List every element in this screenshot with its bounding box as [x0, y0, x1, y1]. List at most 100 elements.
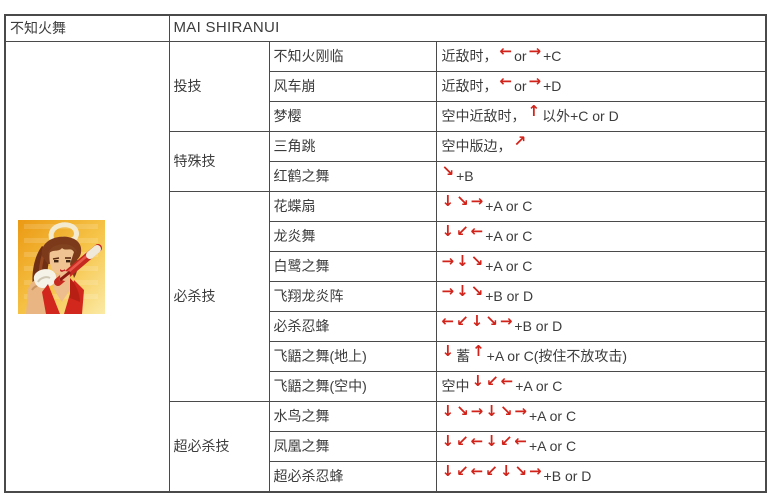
hair-bangs	[48, 243, 77, 255]
arrow-forward-icon: →	[470, 402, 484, 421]
move-row: 凤凰之舞 ↓ ↙ ← ↓ ↙ ← +A or C	[5, 431, 767, 462]
arrow-down-icon: ↓	[456, 282, 469, 301]
arrow-down-icon: ↓	[441, 192, 455, 211]
hand	[59, 270, 71, 281]
arrow-down-back-icon: ↙	[456, 312, 469, 331]
command-text: 空中近敌时，	[441, 108, 526, 125]
move-row: 超必杀技 水鸟之舞 ↓ ↘ → ↓ ↘ → +A or C	[5, 401, 767, 493]
command-text: +D	[543, 78, 562, 95]
arrow-down-icon: ↓	[456, 252, 469, 271]
arrow-forward-icon: →	[528, 72, 542, 91]
move-command-cell: ↓ ↙ ← +A or C	[435, 221, 767, 252]
arrow-down-icon: ↓	[470, 312, 484, 331]
move-command-cell: → ↓ ↘ +A or C	[435, 251, 767, 282]
arrow-down-forward-icon: ↘	[470, 282, 484, 301]
outfit-left	[42, 283, 60, 314]
command-text: +A or C	[485, 258, 533, 275]
move-command-cell: 近敌时， ← or → +C	[435, 41, 767, 72]
command-text: 近敌时，	[441, 78, 498, 95]
move-row: 超必杀忍蜂 ↓ ↙ ← ↙ ↓ ↘ → +B or D	[5, 461, 767, 493]
move-row: 必杀技 花蝶扇 ↓ ↘ → +A or C	[5, 191, 767, 402]
move-row: 梦樱 空中近敌时， ↑ 以外+C or D	[5, 101, 767, 132]
command-text: +A or C	[515, 378, 563, 395]
move-name-cell: 白鹭之舞	[268, 251, 437, 282]
command-text: +A or C	[528, 408, 577, 425]
arrow-forward-icon: →	[514, 402, 527, 421]
arrow-up-forward-icon: ↗	[513, 132, 527, 151]
portrait-cell	[4, 41, 170, 493]
category-cell: 必杀技	[168, 191, 270, 402]
arrow-back-icon: ←	[470, 432, 484, 451]
arrow-forward-icon: →	[441, 252, 455, 271]
move-row: 龙炎舞 ↓ ↙ ← +A or C	[5, 221, 767, 252]
move-row: 红鹤之舞 ↘ +B	[5, 161, 767, 192]
arrow-down-back-icon: ↙	[499, 432, 513, 451]
move-name-cell: 飞翔龙炎阵	[268, 281, 437, 312]
command-text: +A or C(按住不放攻击)	[486, 348, 628, 365]
move-name-cell: 不知火刚临	[268, 41, 437, 72]
move-command-cell: 空中近敌时， ↑ 以外+C or D	[435, 101, 767, 132]
arrow-down-icon: ↓	[471, 372, 485, 391]
arrow-down-forward-icon: ↘	[456, 192, 469, 211]
move-row: 特殊技 三角跳 空中版边， ↗	[5, 131, 767, 192]
move-name-cell: 凤凰之舞	[268, 431, 437, 462]
move-row: 飞鼯之舞(地上) ↓ 蓄 ↑ +A or C(按住不放攻击)	[5, 341, 767, 372]
arrow-down-icon: ↓	[499, 462, 513, 481]
arrow-down-forward-icon: ↘	[441, 162, 455, 181]
arrow-down-icon: ↓	[485, 432, 498, 451]
arrow-back-icon: ←	[470, 462, 484, 481]
move-command-cell: ↓ ↘ → ↓ ↘ → +A or C	[435, 401, 767, 432]
character-name-cn: 不知火舞	[4, 14, 170, 42]
command-text: 近敌时，	[441, 48, 498, 65]
move-command-cell: ↓ ↙ ← ↙ ↓ ↘ → +B or D	[435, 461, 767, 493]
move-name-cell: 风车崩	[268, 71, 437, 102]
arrow-down-back-icon: ↙	[486, 372, 499, 391]
move-list-table: 不知火舞 MAI SHIRANUI	[4, 14, 768, 493]
command-text: +A or C	[528, 438, 577, 455]
arrow-forward-icon: →	[528, 462, 542, 481]
move-command-cell: ← ↙ ↓ ↘ → +B or D	[435, 311, 767, 342]
move-name-cell: 梦樱	[268, 101, 437, 132]
move-row: 白鹭之舞 → ↓ ↘ +A or C	[5, 251, 767, 282]
command-text: +A or C	[485, 228, 533, 245]
move-command-cell: → ↓ ↘ +B or D	[435, 281, 767, 312]
command-text: +B or D	[514, 318, 563, 335]
move-name-cell: 飞鼯之舞(地上)	[268, 341, 437, 372]
move-name-cell: 三角跳	[268, 131, 437, 162]
move-row: 飞鼯之舞(空中) 空中 ↓ ↙ ← +A or C	[5, 371, 767, 402]
arrow-down-back-icon: ↙	[485, 462, 498, 481]
arrow-down-icon: ↓	[485, 402, 498, 421]
command-text: +A or C	[485, 198, 533, 215]
arrow-down-forward-icon: ↘	[514, 462, 527, 481]
category-cell: 超必杀技	[168, 401, 270, 493]
command-text: or	[514, 78, 527, 95]
move-name-cell: 红鹤之舞	[268, 161, 437, 192]
arrow-down-icon: ↓	[441, 402, 455, 421]
category-cell: 特殊技	[168, 131, 270, 192]
move-command-cell: 空中版边， ↗	[435, 131, 767, 162]
arrow-down-icon: ↓	[441, 432, 455, 451]
arrow-back-icon: ←	[470, 222, 484, 241]
move-command-cell: ↓ ↘ → +A or C	[435, 191, 767, 222]
command-text: +B or D	[485, 288, 534, 305]
arrow-down-back-icon: ↙	[456, 462, 469, 481]
arrow-down-icon: ↓	[441, 462, 455, 481]
move-command-cell: 空中 ↓ ↙ ← +A or C	[435, 371, 767, 402]
move-row: 投技 不知火刚临 近敌时， ← or → +C	[4, 41, 767, 493]
move-name-cell: 龙炎舞	[268, 221, 437, 252]
character-portrait	[18, 219, 105, 314]
character-name-en: MAI SHIRANUI	[168, 14, 767, 42]
arrow-back-icon: ←	[499, 72, 513, 91]
arrow-down-icon: ↓	[441, 342, 455, 361]
move-name-cell: 必杀忍蜂	[268, 311, 437, 342]
command-text: +B	[456, 168, 474, 185]
move-name-cell: 飞鼯之舞(空中)	[268, 371, 437, 402]
move-name-cell: 水鸟之舞	[268, 401, 437, 432]
fur-trim	[33, 268, 57, 288]
command-text: 空中	[441, 378, 470, 395]
arrow-down-forward-icon: ↘	[499, 402, 513, 421]
arrow-down-back-icon: ↙	[456, 222, 469, 241]
arrow-forward-icon: →	[441, 282, 455, 301]
move-command-cell: ↓ 蓄 ↑ +A or C(按住不放攻击)	[435, 341, 767, 372]
arrow-forward-icon: →	[499, 312, 513, 331]
